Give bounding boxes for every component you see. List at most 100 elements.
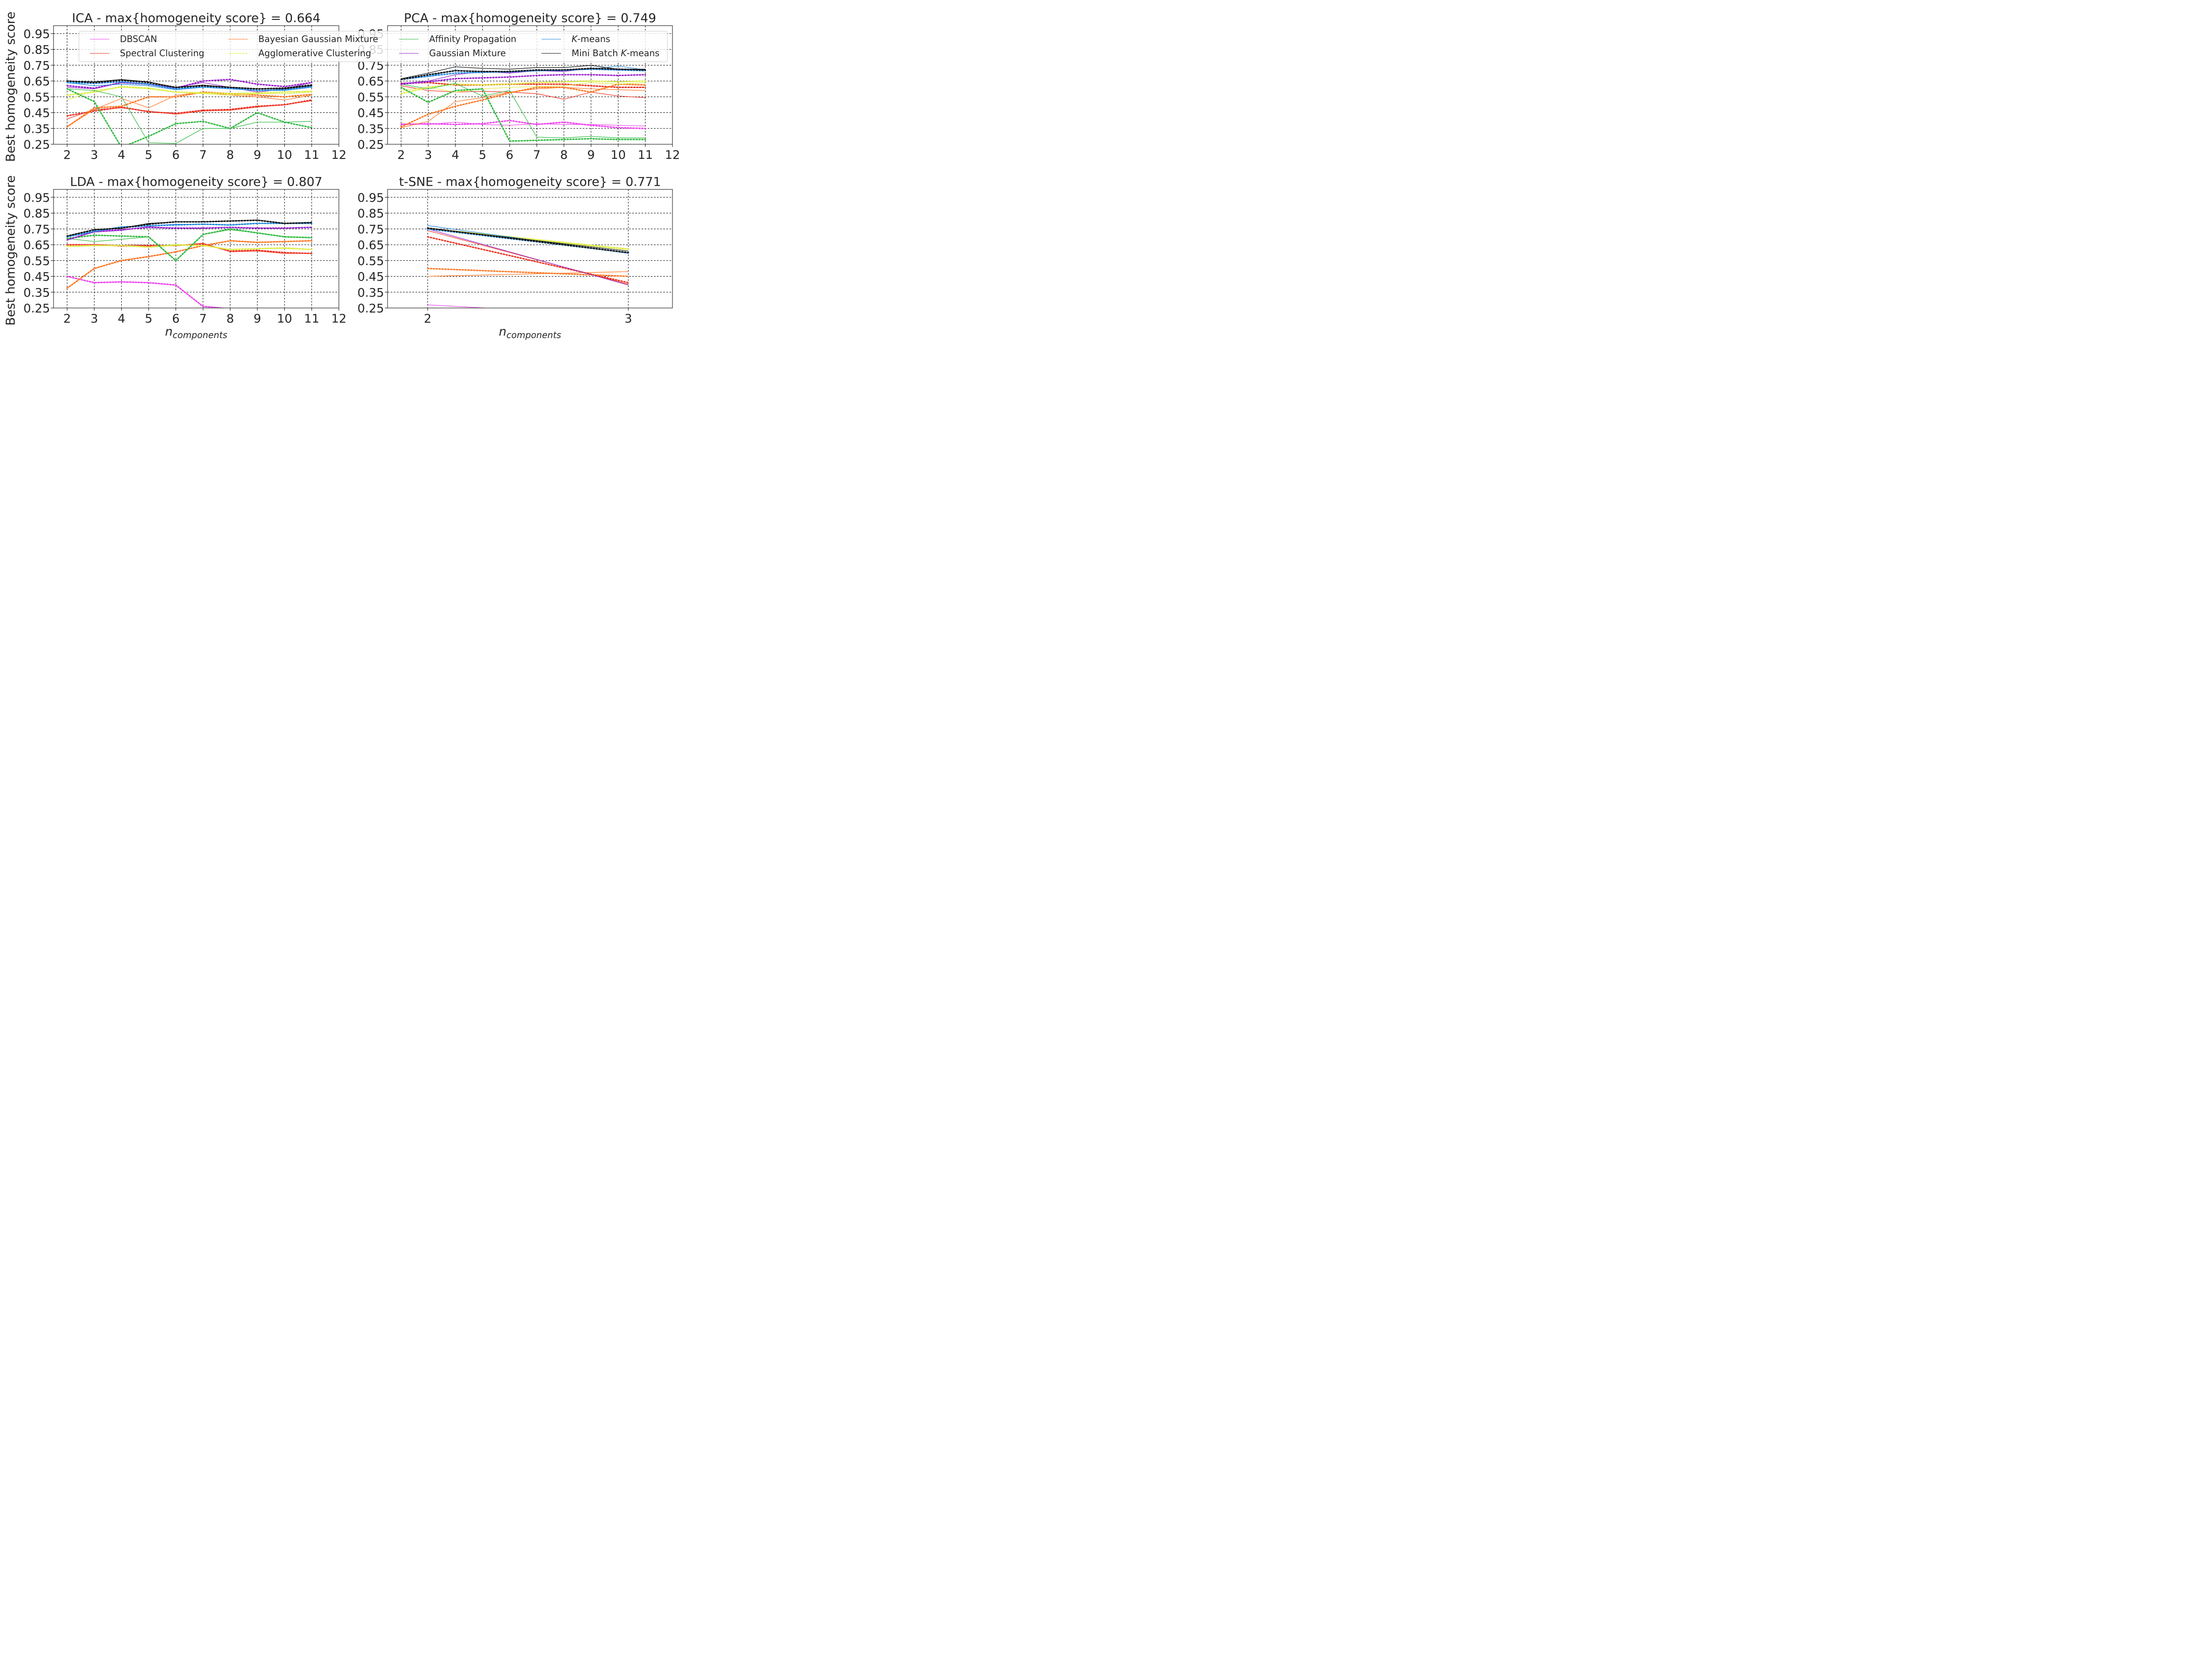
x-tick-label: 5	[145, 312, 152, 326]
series-group	[66, 78, 313, 144]
legend-item-dbscan: DBSCAN	[90, 32, 157, 46]
series-line-dbscan-solid	[427, 304, 490, 308]
series-line-dbscan-dotted	[400, 119, 646, 129]
y-tick-label: 0.25	[357, 302, 384, 316]
x-tick-label: 7	[533, 148, 541, 162]
y-tick-label: 0.35	[23, 122, 50, 136]
legend-label: Mini Batch K-means	[572, 48, 660, 58]
x-tick-label: 11	[304, 312, 319, 326]
series-line-gaussian-mixture-dotted	[66, 78, 313, 89]
series-line-agglomerative-clustering-dotted	[427, 228, 629, 250]
x-tick-label: 3	[625, 312, 632, 326]
x-tick-label: 12	[665, 148, 680, 162]
series-line-dbscan-solid	[401, 122, 645, 127]
plot-frame	[53, 25, 339, 145]
series-line-bayesian-gaussian-mixture-solid	[67, 92, 312, 127]
series-line-spectral-clustering-dotted	[66, 99, 313, 117]
chart-title: LDA - max{homogeneity score} = 0.807	[70, 174, 323, 189]
legend-label: Gaussian Mixture	[429, 48, 506, 58]
y-tick-label: 0.55	[357, 91, 384, 104]
series-line-mini-batch-k-means-dotted	[427, 227, 629, 254]
chart-panel-1: 2 3 4 5 6 7 8 9 10 11 12 0.25 0.35 0.45 0.55 0.65 0.75 0.…	[3, 11, 346, 162]
series-line-affinity-propagation-dotted	[66, 228, 313, 262]
series-group	[400, 65, 646, 142]
legend-item-spectral-clustering: Spectral Clustering	[90, 46, 204, 60]
chart-title: ICA - max{homogeneity score} = 0.664	[72, 11, 321, 25]
series-line-mini-batch-k-means-solid	[401, 65, 645, 79]
y-tick-label: 0.65	[357, 239, 384, 252]
series-line-bayesian-gaussian-mixture-dotted	[66, 91, 313, 128]
x-tick-label: 7	[199, 312, 207, 326]
x-tick-label: 9	[253, 312, 261, 326]
legend: DBSCAN Spectral Clustering Bayesian Gaussi…	[79, 31, 668, 62]
series-line-k-means-dotted	[66, 81, 313, 92]
x-tick-label: 2	[63, 312, 71, 326]
y-tick-label: 0.95	[357, 191, 384, 205]
series-line-gaussian-mixture-dotted	[400, 74, 646, 85]
x-tick-label: 4	[118, 312, 125, 326]
y-tick-label: 0.75	[23, 59, 50, 73]
series-line-bayesian-gaussian-mixture-solid	[427, 271, 629, 277]
legend-item-agglomerative-clustering: Agglomerative Clustering	[228, 46, 371, 60]
series-line-mini-batch-k-means-dotted	[400, 67, 646, 81]
x-tick-label: 12	[331, 148, 346, 162]
y-tick-label: 0.95	[23, 27, 50, 41]
series-line-affinity-propagation-solid	[401, 83, 645, 139]
legend-label: DBSCAN	[120, 34, 157, 44]
y-tick-label: 0.25	[23, 302, 50, 316]
series-group	[66, 219, 313, 308]
series-line-gaussian-mixture-solid	[427, 228, 629, 285]
y-tick-label: 0.25	[23, 138, 50, 152]
series-line-k-means-dotted	[400, 68, 646, 81]
x-tick-label: 10	[277, 148, 292, 162]
chart-panel-4: 2 3 0.25 0.35 0.45 0.55 0.65 0.75 0.85 0.95 t-SNE …	[357, 174, 673, 340]
series-line-affinity-propagation-solid	[67, 89, 312, 144]
figure: 2 3 4 5 6 7 8 9 10 11 12 0.25 0.35 0.45 0.55 0.65 0.75 0.…	[3, 11, 680, 340]
legend-item-bayesian-gaussian-mixture: Bayesian Gaussian Mixture	[228, 32, 378, 46]
legend-swatch	[228, 53, 248, 54]
chart-panel-2: 234567891011120.250.350.450.550.650.750.…	[357, 11, 680, 162]
series-line-mini-batch-k-means-dotted	[66, 219, 313, 237]
x-tick-label: 9	[253, 148, 261, 162]
y-tick-label: 0.45	[357, 270, 384, 284]
y-tick-label: 0.65	[357, 75, 384, 89]
y-tick-label: 0.45	[23, 270, 50, 284]
x-tick-label: 4	[118, 148, 125, 162]
legend-item-gaussian-mixture: Gaussian Mixture	[399, 46, 506, 60]
x-tick-label: 11	[304, 148, 319, 162]
x-tick-label: 3	[91, 312, 98, 326]
y-tick-label: 0.55	[357, 254, 384, 268]
plot-frame	[387, 25, 673, 145]
series-line-agglomerative-clustering-dotted	[400, 80, 646, 95]
x-tick-label: 10	[277, 312, 292, 326]
legend-item-k-means: K-means	[541, 32, 610, 46]
y-tick-label: 0.75	[357, 223, 384, 236]
series-line-bayesian-gaussian-mixture-dotted	[400, 83, 646, 128]
series-line-spectral-clustering-dotted	[400, 81, 646, 88]
y-tick-label: 0.25	[357, 138, 384, 152]
legend-swatch	[399, 53, 419, 54]
x-tick-label: 12	[331, 312, 346, 326]
x-tick-label: 2	[424, 312, 431, 326]
series-group	[427, 225, 629, 308]
x-axis-label: ncomponents	[165, 325, 227, 340]
y-axis-label: Best homogeneity score	[3, 175, 18, 326]
series-line-agglomerative-clustering-solid	[401, 82, 645, 92]
y-tick-label: 0.95	[23, 191, 50, 205]
series-line-agglomerative-clustering-dotted	[66, 85, 313, 96]
chart-title: t-SNE - max{homogeneity score} = 0.771	[399, 174, 661, 189]
x-tick-label: 8	[227, 148, 234, 162]
y-tick-label: 0.35	[357, 286, 384, 300]
x-tick-label: 3	[424, 148, 432, 162]
chart-title: PCA - max{homogeneity score} = 0.749	[404, 11, 656, 25]
series-line-dbscan-dotted	[66, 275, 230, 308]
y-tick-label: 0.45	[23, 107, 50, 120]
legend-label: Spectral Clustering	[120, 48, 204, 58]
y-axis-label: Best homogeneity score	[3, 12, 18, 162]
y-tick-label: 0.85	[23, 43, 50, 57]
plot-frame	[53, 189, 339, 308]
plot-frame	[387, 189, 673, 308]
x-axis-label: ncomponents	[499, 325, 561, 340]
series-line-agglomerative-clustering-solid	[427, 227, 629, 249]
x-tick-label: 6	[172, 312, 180, 326]
